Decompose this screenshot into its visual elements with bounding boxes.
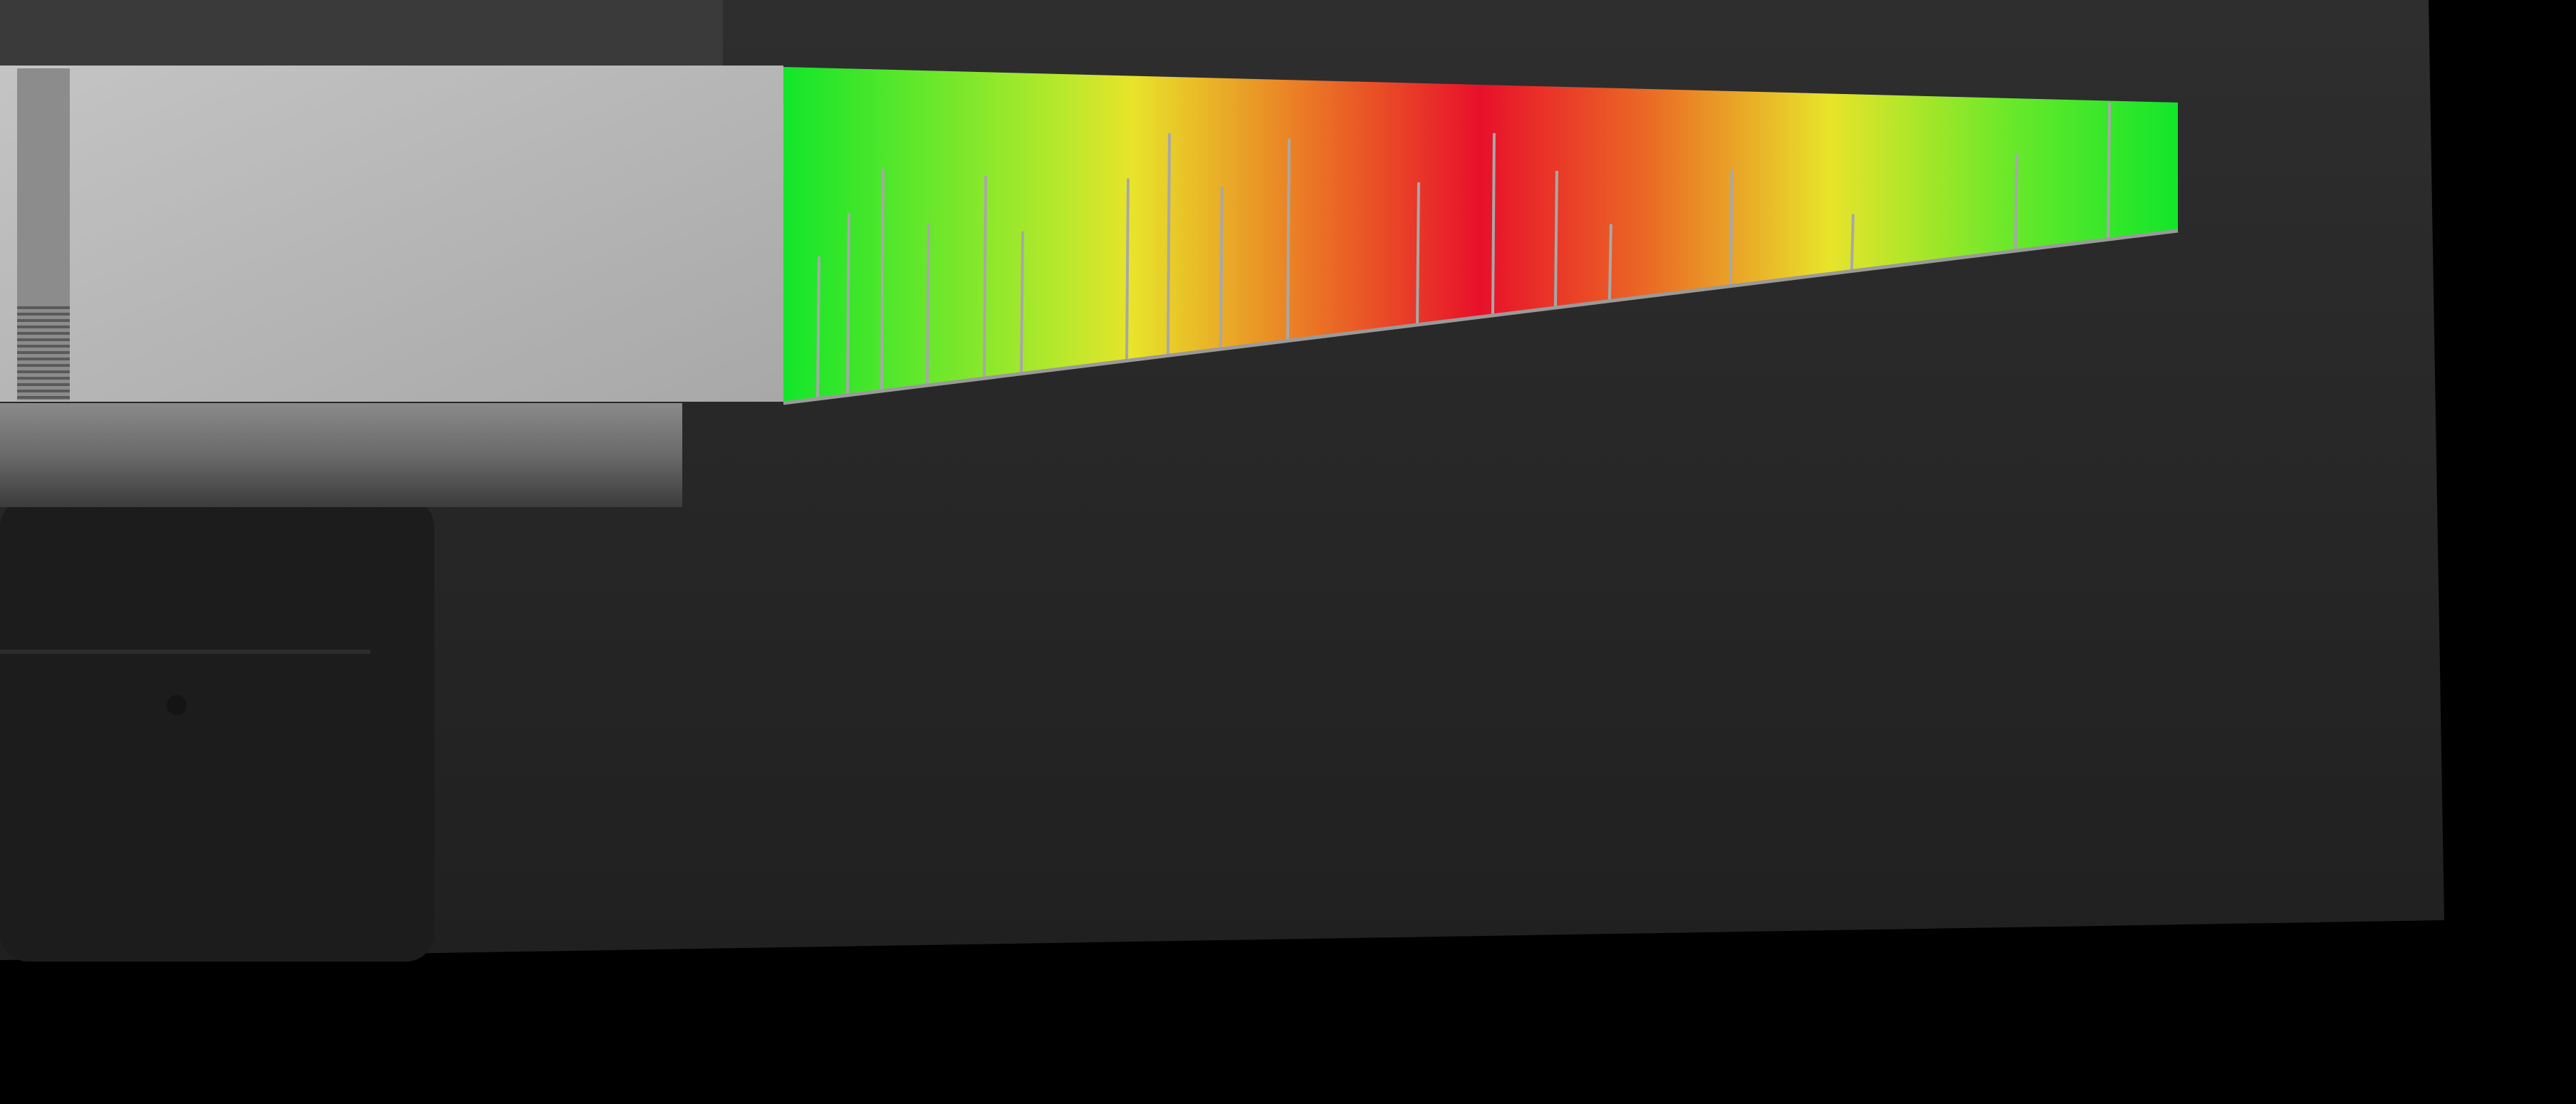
thread-ridge xyxy=(17,313,70,316)
crack-markers xyxy=(816,103,2111,400)
crack-line xyxy=(816,256,820,400)
threaded-rod xyxy=(17,68,70,400)
crack-line xyxy=(1491,132,1496,316)
thread-ridge xyxy=(17,370,70,373)
fixture-top-band xyxy=(0,0,723,66)
fixture-bolt xyxy=(167,695,187,715)
clamp-block xyxy=(0,66,783,402)
fixture-housing-edge xyxy=(0,650,370,654)
crack-line xyxy=(1729,169,1733,286)
crack-line xyxy=(2107,103,2111,240)
thread-ridge xyxy=(17,332,70,335)
crack-line xyxy=(926,223,930,386)
rod-threads xyxy=(17,306,70,399)
crack-line xyxy=(880,168,885,391)
crack-line xyxy=(1850,214,1855,271)
specimen-strain-field xyxy=(783,67,2178,403)
thread-ridge xyxy=(17,364,70,367)
thread-ridge xyxy=(17,306,70,309)
crack-line xyxy=(1608,224,1612,301)
thread-ridge xyxy=(17,345,70,348)
crack-line xyxy=(1167,133,1171,356)
crack-line xyxy=(983,176,987,379)
thread-ridge xyxy=(17,338,70,341)
crack-line xyxy=(1020,231,1024,374)
crack-line xyxy=(1125,178,1130,361)
thread-ridge xyxy=(17,326,70,328)
thread-ridge xyxy=(17,390,70,392)
crack-line xyxy=(1554,171,1558,308)
thread-ridge xyxy=(17,319,70,322)
crack-line xyxy=(846,212,850,395)
crack-line xyxy=(1286,138,1290,341)
crack-line xyxy=(1219,187,1224,350)
specimen-bottom-edge xyxy=(783,229,2179,405)
thread-ridge xyxy=(17,383,70,386)
crack-line xyxy=(2014,154,2018,251)
fixture-housing xyxy=(0,499,434,962)
clamp-bar xyxy=(0,403,682,507)
thread-ridge xyxy=(17,351,70,354)
thread-ridge xyxy=(17,396,70,399)
thread-ridge xyxy=(17,377,70,380)
thread-ridge xyxy=(17,358,70,360)
crack-line xyxy=(1416,182,1420,326)
